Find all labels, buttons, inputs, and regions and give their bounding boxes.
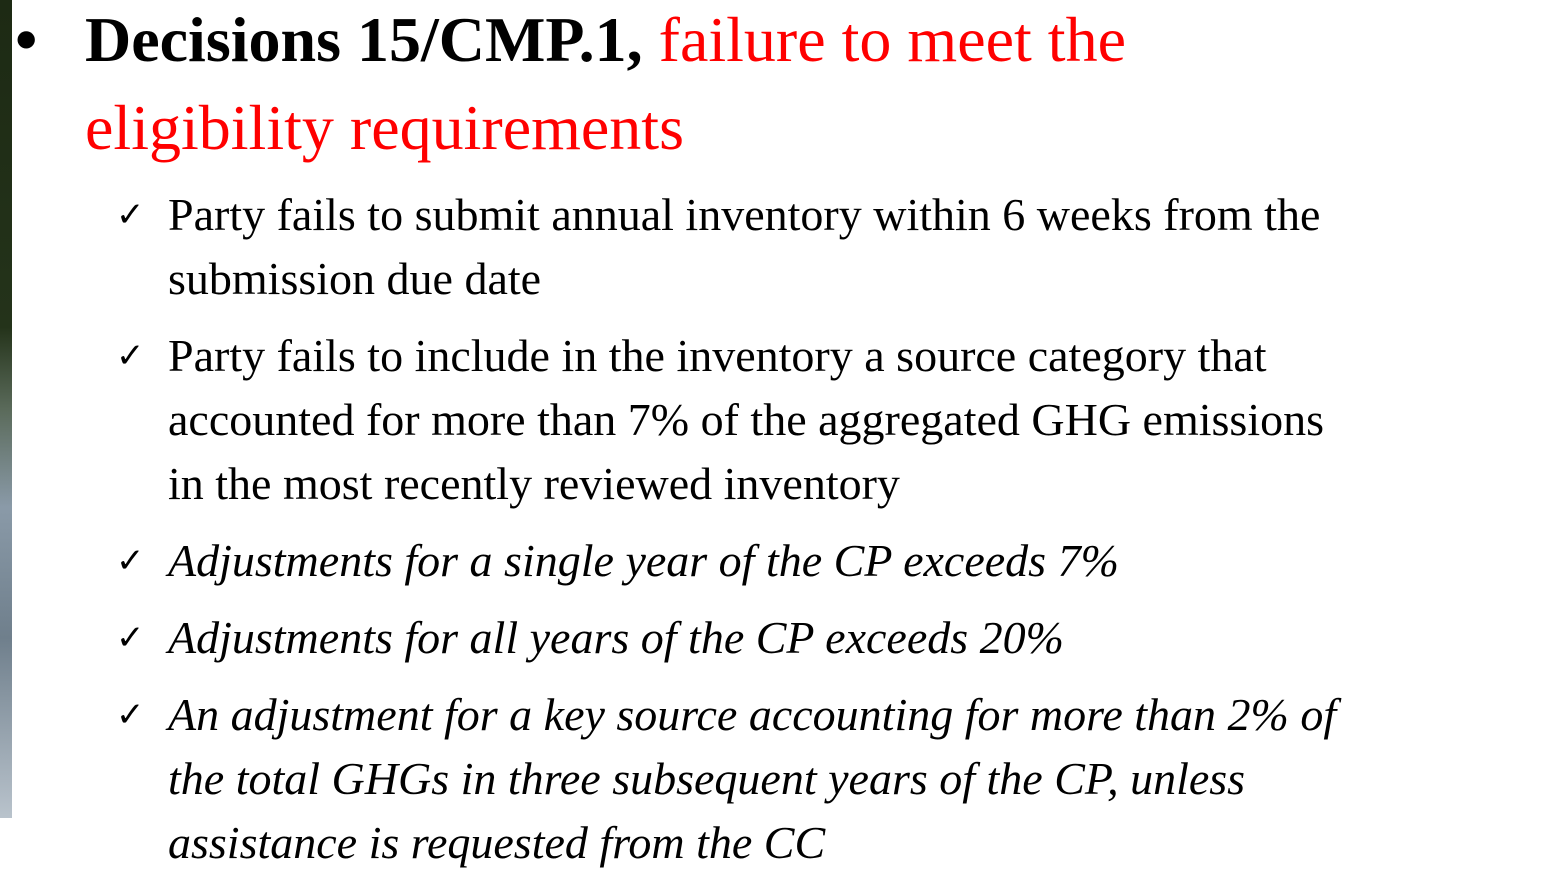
- item-text: Party fails to submit annual inventory w…: [168, 183, 1336, 247]
- item-text: Party fails to include in the inventory …: [168, 324, 1336, 388]
- slide: {"heading": {"bold": "Decisions 15/CMP.1…: [0, 0, 1547, 868]
- heading-bold: Decisions 15/CMP.1,: [85, 4, 643, 75]
- list-item: ✓Adjustments for all years of the CP exc…: [168, 606, 1336, 670]
- list-item: ✓Adjustments for a single year of the CP…: [168, 529, 1336, 593]
- item-text: submission due date: [168, 247, 1336, 311]
- item-text: in the most recently reviewed inventory: [168, 452, 1336, 516]
- list-item: ✓An adjustment for a key source accounti…: [168, 683, 1336, 875]
- checkmark: ✓: [116, 324, 145, 388]
- bullet: •: [15, 0, 37, 84]
- list-item: ✓Party fails to include in the inventory…: [168, 324, 1336, 516]
- item-text: Adjustments for all years of the CP exce…: [168, 606, 1336, 670]
- item-text: An adjustment for a key source accountin…: [168, 683, 1336, 747]
- list-item: ✓Party fails to submit annual inventory …: [168, 183, 1336, 311]
- checkmark: ✓: [116, 606, 145, 670]
- heading: • Decisions 15/CMP.1, failure to meet th…: [85, 0, 1126, 172]
- heading-red: failure to meet the: [659, 4, 1126, 75]
- checkmark: ✓: [116, 683, 145, 747]
- item-text: Adjustments for a single year of the CP …: [168, 529, 1336, 593]
- item-text: the total GHGs in three subsequent years…: [168, 747, 1336, 811]
- background-image-strip: [0, 0, 12, 818]
- item-text: assistance is requested from the CC: [168, 811, 1336, 875]
- item-list: ✓Party fails to submit annual inventory …: [168, 172, 1336, 875]
- checkmark: ✓: [116, 529, 145, 593]
- checkmark: ✓: [116, 183, 145, 247]
- item-text: accounted for more than 7% of the aggreg…: [168, 388, 1336, 452]
- heading-red: eligibility requirements: [85, 84, 1126, 172]
- heading-line: Decisions 15/CMP.1, failure to meet the: [85, 0, 1126, 84]
